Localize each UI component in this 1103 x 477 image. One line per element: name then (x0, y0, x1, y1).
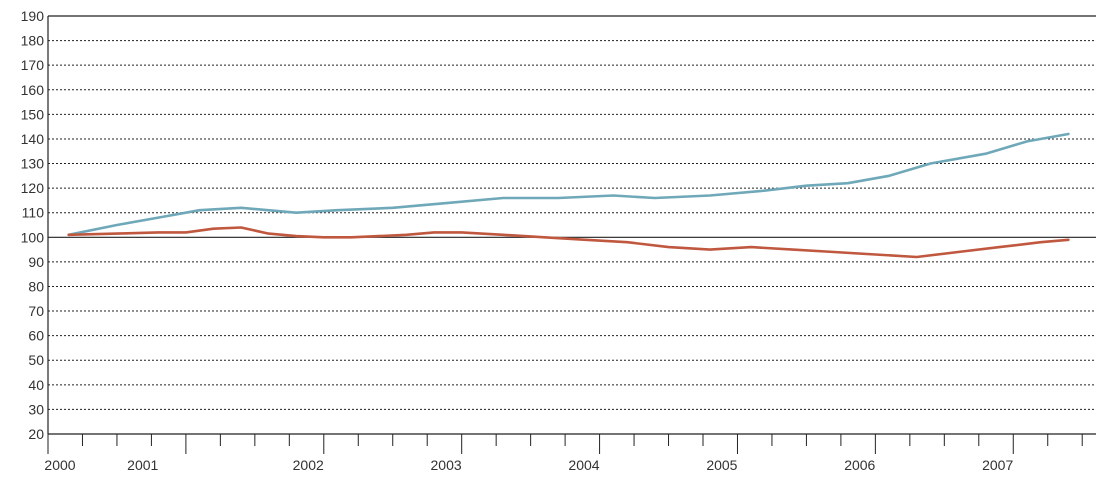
y-tick-label: 120 (21, 180, 45, 196)
y-tick-label: 140 (21, 131, 45, 147)
y-tick-label: 170 (21, 57, 45, 73)
y-tick-label: 80 (28, 278, 44, 294)
y-tick-label: 90 (28, 254, 44, 270)
y-tick-label: 30 (28, 401, 44, 417)
series-lines (67, 132, 1070, 259)
y-tick-label: 50 (28, 352, 44, 368)
y-tick-label: 160 (21, 82, 45, 98)
y-tick-label: 70 (28, 303, 44, 319)
series-line-2 (67, 226, 1070, 259)
x-axis: 2000 2001 2002 2003 2004 2005 2006 2007 (44, 16, 1083, 473)
x-tick-label: 2007 (982, 457, 1013, 473)
y-axis-tick-labels: 20 30 40 50 60 70 80 90 100 110 120 130 140 150 160 170… (21, 8, 45, 442)
y-tick-label: 40 (28, 377, 44, 393)
y-tick-label: 130 (21, 156, 45, 172)
x-tick-label: 2002 (293, 457, 324, 473)
y-tick-label: 110 (22, 205, 45, 221)
y-tick-label: 190 (21, 8, 45, 24)
x-tick-label: 2004 (568, 457, 599, 473)
y-tick-label: 20 (28, 426, 44, 442)
y-tick-label: 100 (21, 229, 45, 245)
grid-lines (48, 15, 1096, 435)
series-line-1 (67, 132, 1070, 237)
y-tick-label: 150 (21, 106, 45, 122)
x-tick-label: 2006 (844, 457, 875, 473)
y-tick-label: 180 (21, 33, 45, 49)
x-tick-label: 2005 (706, 457, 737, 473)
y-tick-label: 60 (28, 328, 44, 344)
x-tick-label: 2000 (44, 457, 75, 473)
x-tick-label: 2001 (127, 457, 158, 473)
x-tick-label: 2003 (431, 457, 462, 473)
